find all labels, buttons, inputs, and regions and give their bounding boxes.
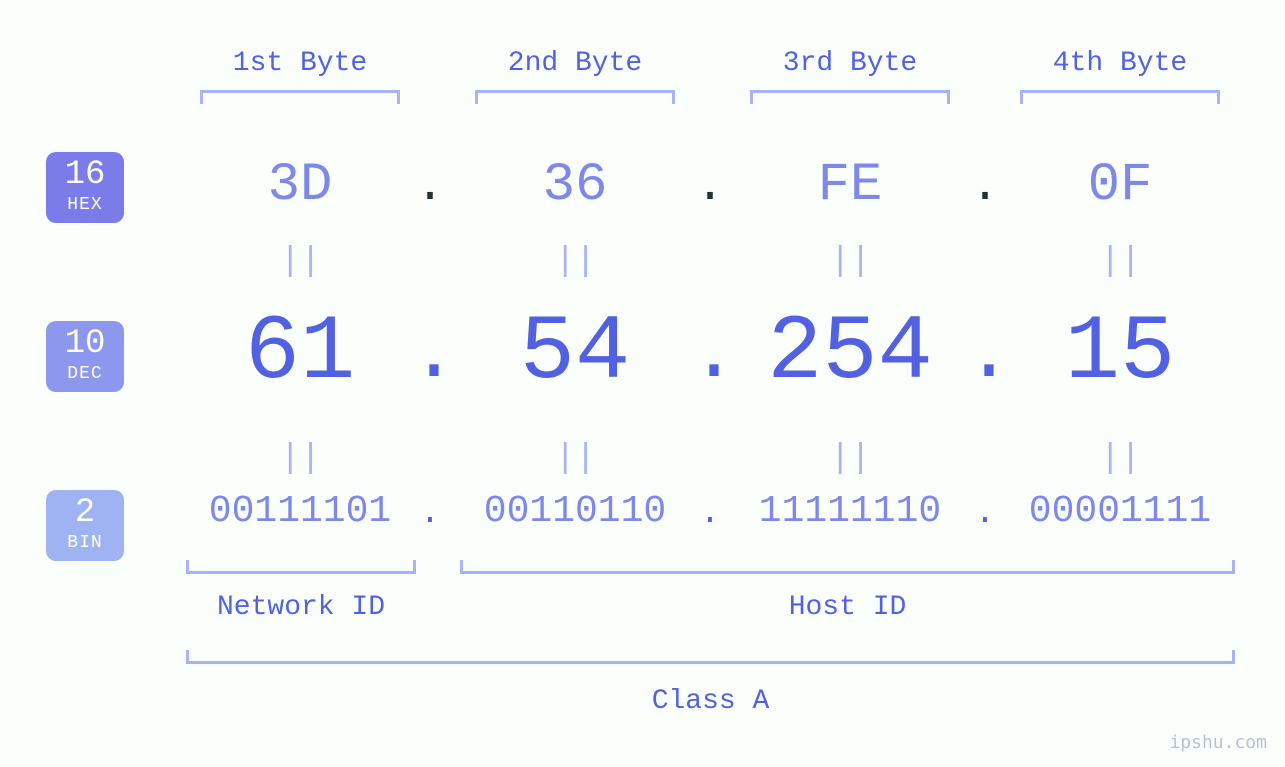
dec-value-2: 254 xyxy=(730,300,970,405)
byte-top-bracket-2 xyxy=(750,90,950,104)
bracket-network-id xyxy=(186,560,416,574)
hex-value-2: FE xyxy=(750,155,950,216)
bracket-class xyxy=(186,650,1235,664)
watermark: ipshu.com xyxy=(1169,732,1267,753)
sep-dec-0: . xyxy=(410,310,450,401)
badge-hex: 16 HEX xyxy=(46,152,124,223)
bracket-host-id xyxy=(460,560,1235,574)
badge-bin: 2 BIN xyxy=(46,490,124,561)
byte-header-1: 2nd Byte xyxy=(475,48,675,79)
sep-dec-2: . xyxy=(965,310,1005,401)
byte-top-bracket-0 xyxy=(200,90,400,104)
label-class: Class A xyxy=(186,686,1235,717)
hex-value-0: 3D xyxy=(200,155,400,216)
sep-hex-0: . xyxy=(410,160,450,214)
badge-hex-num: 16 xyxy=(46,158,124,194)
badge-dec: 10 DEC xyxy=(46,321,124,392)
equals-dec-bin-0: || xyxy=(280,440,320,478)
sep-bin-1: . xyxy=(690,495,730,533)
sep-bin-2: . xyxy=(965,495,1005,533)
byte-top-bracket-3 xyxy=(1020,90,1220,104)
hex-value-1: 36 xyxy=(475,155,675,216)
equals-hex-dec-3: || xyxy=(1100,243,1140,281)
dec-value-1: 54 xyxy=(455,300,695,405)
bin-value-0: 00111101 xyxy=(185,490,415,533)
byte-header-0: 1st Byte xyxy=(200,48,400,79)
byte-top-bracket-1 xyxy=(475,90,675,104)
label-network-id: Network ID xyxy=(186,592,416,623)
dec-value-3: 15 xyxy=(1000,300,1240,405)
bin-value-2: 11111110 xyxy=(735,490,965,533)
byte-header-2: 3rd Byte xyxy=(750,48,950,79)
bin-value-3: 00001111 xyxy=(1005,490,1235,533)
equals-dec-bin-2: || xyxy=(830,440,870,478)
badge-bin-num: 2 xyxy=(46,496,124,532)
sep-hex-1: . xyxy=(690,160,730,214)
sep-dec-1: . xyxy=(690,310,730,401)
equals-hex-dec-0: || xyxy=(280,243,320,281)
equals-hex-dec-2: || xyxy=(830,243,870,281)
equals-dec-bin-1: || xyxy=(555,440,595,478)
badge-dec-label: DEC xyxy=(46,365,124,384)
dec-value-0: 61 xyxy=(180,300,420,405)
equals-dec-bin-3: || xyxy=(1100,440,1140,478)
badge-bin-label: BIN xyxy=(46,534,124,553)
sep-hex-2: . xyxy=(965,160,1005,214)
label-host-id: Host ID xyxy=(460,592,1235,623)
badge-hex-label: HEX xyxy=(46,196,124,215)
badge-dec-num: 10 xyxy=(46,327,124,363)
byte-header-3: 4th Byte xyxy=(1020,48,1220,79)
sep-bin-0: . xyxy=(410,495,450,533)
equals-hex-dec-1: || xyxy=(555,243,595,281)
ip-diagram: 16 HEX 10 DEC 2 BIN Network ID Host ID C… xyxy=(0,0,1285,767)
bin-value-1: 00110110 xyxy=(460,490,690,533)
hex-value-3: 0F xyxy=(1020,155,1220,216)
